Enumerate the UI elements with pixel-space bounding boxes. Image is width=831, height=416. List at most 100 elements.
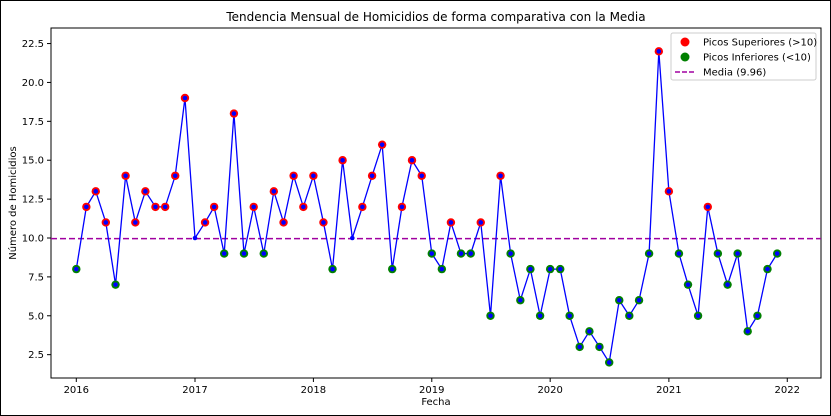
legend-marker xyxy=(680,37,690,47)
y-tick-label: 20.0 xyxy=(22,78,44,89)
x-tick-label: 2020 xyxy=(537,385,562,396)
data-point xyxy=(369,173,375,179)
x-tick-label: 2022 xyxy=(775,385,800,396)
axes-box xyxy=(50,27,822,379)
data-point xyxy=(360,204,365,210)
data-point xyxy=(162,204,168,210)
data-point xyxy=(606,360,612,365)
y-tick-label: 5.0 xyxy=(28,311,44,322)
data-point xyxy=(389,266,395,272)
x-tick-label: 2019 xyxy=(419,385,444,396)
data-point xyxy=(439,266,445,272)
data-point xyxy=(498,173,503,179)
data-point xyxy=(211,204,217,210)
y-tick-label: 15.0 xyxy=(22,156,44,167)
data-point xyxy=(685,282,691,287)
data-point xyxy=(518,297,523,303)
data-point xyxy=(123,173,128,179)
data-point xyxy=(379,142,385,147)
data-point xyxy=(765,266,770,272)
data-point xyxy=(73,266,79,272)
data-point xyxy=(153,204,158,210)
data-point xyxy=(458,251,464,256)
legend-box xyxy=(670,32,817,81)
data-point xyxy=(528,266,533,272)
data-point xyxy=(547,266,553,272)
data-point xyxy=(350,235,355,241)
data-point xyxy=(557,266,563,272)
data-point xyxy=(221,251,227,256)
legend-label: Media (9.96) xyxy=(703,68,766,79)
data-point xyxy=(508,251,513,256)
data-point xyxy=(478,220,484,225)
legend-marker xyxy=(680,52,690,62)
y-tick-label: 17.5 xyxy=(22,117,44,128)
x-tick-label: 2018 xyxy=(301,385,326,396)
y-tick-label: 12.5 xyxy=(22,195,44,206)
y-tick-label: 10.0 xyxy=(22,234,44,245)
data-point xyxy=(735,251,740,256)
data-point xyxy=(311,173,316,179)
data-point xyxy=(330,266,335,272)
data-point xyxy=(231,111,237,116)
chart-title: Tendencia Mensual de Homicidios de forma… xyxy=(225,10,645,24)
data-point xyxy=(113,282,118,287)
data-point xyxy=(281,220,286,225)
data-point xyxy=(103,220,109,225)
data-point xyxy=(774,251,780,256)
data-point xyxy=(321,220,326,225)
data-point xyxy=(291,173,296,179)
data-point xyxy=(656,49,662,54)
y-axis-label: Número de Homicidios xyxy=(7,146,19,259)
y-tick-label: 2.5 xyxy=(28,350,44,361)
data-point xyxy=(715,251,721,256)
data-point xyxy=(340,157,345,163)
data-point xyxy=(705,204,711,210)
x-tick-label: 2021 xyxy=(656,385,681,396)
data-point xyxy=(488,313,493,319)
y-tick-label: 7.5 xyxy=(28,272,44,283)
data-point xyxy=(636,297,642,303)
data-point xyxy=(577,344,582,350)
data-point xyxy=(429,251,435,256)
data-point xyxy=(676,251,682,256)
data-point xyxy=(143,189,148,194)
data-point xyxy=(172,173,178,179)
x-axis-label: Fecha xyxy=(421,397,450,408)
plot-area: 2.5 5.0 7.5 10.0 12.5 15.0 17.5 20.0 22.5 2016 201… xyxy=(22,27,822,396)
x-tick-label: 2017 xyxy=(182,385,207,396)
data-point xyxy=(567,313,572,319)
data-point xyxy=(261,251,267,256)
legend: Picos Superiores (>10) Picos Inferiores (… xyxy=(670,32,817,81)
data-point xyxy=(419,173,425,179)
data-point xyxy=(587,329,592,334)
data-point xyxy=(468,251,474,256)
data-point xyxy=(409,157,415,163)
y-tick-label: 22.5 xyxy=(22,39,44,50)
data-point xyxy=(448,220,454,225)
data-point xyxy=(301,204,306,210)
data-point xyxy=(725,282,730,287)
x-tick-label: 2016 xyxy=(64,385,89,396)
data-point xyxy=(182,95,188,101)
legend-label: Picos Inferiores (<10) xyxy=(703,53,811,64)
legend-label: Picos Superiores (>10) xyxy=(703,38,817,49)
data-point xyxy=(597,344,602,350)
data-point xyxy=(755,313,760,319)
data-point xyxy=(745,329,750,334)
data-point xyxy=(251,204,257,210)
data-point xyxy=(133,220,138,225)
data-point xyxy=(537,313,543,319)
data-point xyxy=(616,297,622,303)
data-point xyxy=(399,204,405,210)
data-point xyxy=(271,189,277,194)
data-point xyxy=(84,204,89,210)
data-point xyxy=(192,235,198,241)
series-line xyxy=(75,51,778,365)
data-point xyxy=(646,251,652,256)
data-point xyxy=(695,313,701,319)
data-point xyxy=(93,189,99,194)
data-point xyxy=(241,251,247,256)
data-point xyxy=(202,220,208,225)
